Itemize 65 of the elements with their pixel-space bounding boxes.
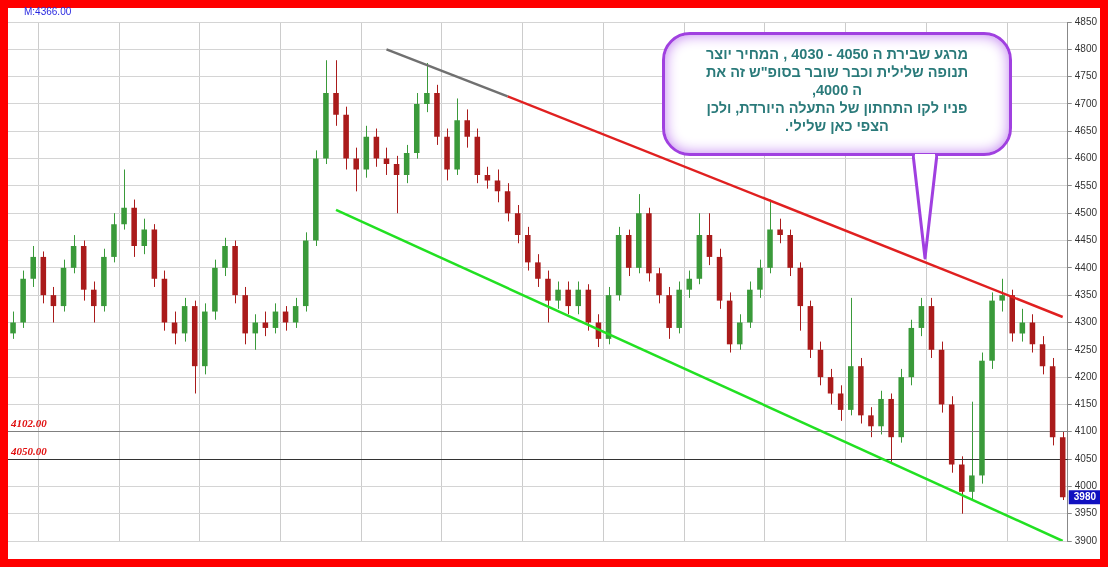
y-tick-label: 4050 (1074, 452, 1098, 464)
candlestick (373, 128, 380, 168)
candlestick (10, 311, 16, 340)
candlestick (514, 204, 521, 244)
candlestick (494, 169, 501, 203)
y-tick-label: 4200 (1074, 370, 1098, 382)
candlestick (777, 218, 783, 244)
candlestick (868, 406, 874, 438)
candlestick (837, 384, 844, 422)
candlestick (999, 278, 1005, 313)
y-tick-label: 4300 (1074, 316, 1098, 328)
candlestick (545, 270, 551, 323)
y-tick-label: 3950 (1074, 507, 1098, 519)
candlestick (424, 62, 430, 113)
candlestick (353, 147, 359, 192)
candlestick (918, 297, 925, 337)
candlestick (121, 169, 127, 231)
candlestick (575, 281, 582, 315)
candlestick (91, 281, 97, 323)
candlestick (969, 401, 975, 501)
text: M:4366.00 (24, 6, 72, 17)
y-tick-label: 4250 (1074, 343, 1098, 355)
candlestick (555, 281, 561, 310)
y-tick-label: 4650 (1074, 125, 1098, 137)
candlestick (706, 212, 713, 266)
y-tick-label: 4700 (1074, 97, 1098, 109)
candlestick (504, 182, 511, 222)
candlestick (1029, 313, 1036, 354)
y-tick-label: 4750 (1074, 70, 1098, 82)
ref-line-label: 4050.00 (10, 444, 48, 457)
candlestick (1019, 308, 1026, 343)
candlestick (50, 286, 57, 323)
y-tick-label: 4000 (1074, 480, 1098, 492)
y-tick-label: 4400 (1074, 261, 1098, 273)
candlestick (535, 253, 541, 288)
y-tick-label: 4500 (1074, 206, 1098, 218)
y-tick-label: 4850 (1074, 15, 1098, 27)
candlestick (222, 237, 228, 277)
ref-line-label: 4102.00 (10, 416, 48, 429)
y-tick-label: 4100 (1074, 425, 1098, 437)
candlestick (464, 108, 470, 149)
y-tick-label: 4550 (1074, 179, 1098, 191)
y-tick-label: 4600 (1074, 152, 1098, 164)
candlestick (393, 155, 400, 214)
candlestick (252, 313, 259, 351)
y-tick-label: 4150 (1074, 398, 1098, 410)
candlestick (736, 313, 743, 351)
candlestick (403, 144, 410, 184)
y-tick-label: 4350 (1074, 288, 1098, 300)
candlestick (141, 218, 148, 255)
candlestick (1039, 335, 1046, 375)
y-tick-label: 4800 (1074, 43, 1098, 55)
candlestick (656, 267, 662, 304)
candlestick (70, 234, 77, 274)
candlestick (565, 281, 571, 315)
speech-bubble: מרגע שבירת ה 4050 - 4030 , המחיר יוצר תנופה שלילית וכבר שובר בסופ"ש זה את ה 4000, פניו לקו התחתון של התעלה היורדת, ולכן הצפי כאן שלילי. (662, 32, 1012, 156)
candlestick (333, 59, 339, 127)
y-tick-label: 4450 (1074, 234, 1098, 246)
candlestick (686, 270, 693, 299)
annotation: 3980 (1073, 491, 1097, 503)
candlestick (757, 259, 763, 299)
y-tick-label: 3900 (1074, 534, 1098, 546)
candlestick (262, 311, 269, 337)
candlestick (30, 245, 37, 288)
candlestick (171, 311, 178, 345)
